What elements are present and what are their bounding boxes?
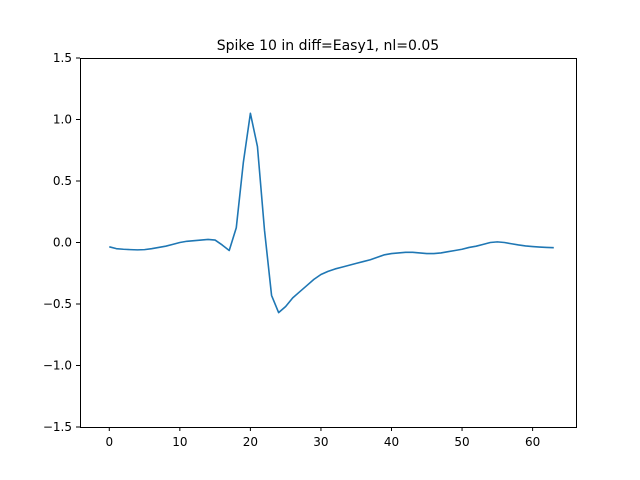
chart-title: Spike 10 in diff=Easy1, nl=0.05 bbox=[217, 38, 439, 54]
series-line bbox=[109, 112, 554, 314]
x-tick-label: 40 bbox=[384, 435, 399, 449]
plot-series bbox=[109, 112, 554, 314]
x-axis-ticks: 0 10 20 30 40 50 60 bbox=[105, 427, 540, 449]
x-tick-label: 30 bbox=[313, 435, 328, 449]
y-tick-label: 0.0 bbox=[53, 236, 72, 250]
y-tick-label: −1.0 bbox=[43, 359, 72, 373]
y-tick-label: −1.5 bbox=[43, 420, 72, 434]
x-tick-label: 20 bbox=[243, 435, 258, 449]
x-tick-label: 60 bbox=[525, 435, 540, 449]
y-tick-label: 0.5 bbox=[53, 174, 72, 188]
y-axis-ticks: −1.5 −1.0 −0.5 0.0 0.5 1.0 1.5 bbox=[43, 51, 80, 434]
plot-frame bbox=[80, 58, 577, 428]
y-tick-label: −0.5 bbox=[43, 297, 72, 311]
x-tick-label: 10 bbox=[172, 435, 187, 449]
x-tick-label: 50 bbox=[454, 435, 469, 449]
y-tick-label: 1.5 bbox=[53, 51, 72, 65]
x-tick-label: 0 bbox=[105, 435, 113, 449]
y-tick-label: 1.0 bbox=[53, 113, 72, 127]
